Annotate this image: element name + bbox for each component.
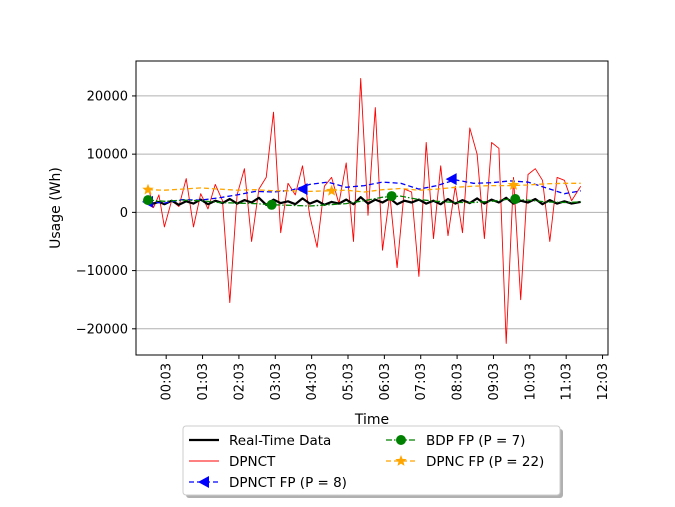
series-line: [147, 182, 581, 193]
x-tick-label: 04:03: [305, 363, 320, 400]
y-tick-label: 20000: [87, 89, 128, 104]
x-tick-label: 05:03: [342, 363, 357, 400]
axes-frame: [135, 60, 609, 356]
x-tick-label: 09:03: [487, 363, 502, 400]
series-line: [147, 78, 582, 344]
x-tick-label: 10:03: [523, 363, 538, 400]
x-tick-label: 11:03: [560, 363, 575, 400]
axes: [135, 60, 609, 356]
legend-label: DPNCT FP (P = 8): [229, 475, 347, 491]
series-line: [147, 196, 581, 206]
x-tick-label: 08:03: [451, 363, 466, 400]
series-marker: [507, 179, 520, 190]
legend-label: DPNC FP (P = 22): [426, 454, 544, 470]
y-tick-label: −10000: [76, 264, 128, 279]
legend-marker: [198, 476, 209, 488]
x-tick-label: 00:03: [160, 363, 175, 400]
x-tick-label: 01:03: [196, 363, 211, 400]
legend-label: BDP FP (P = 7): [426, 433, 525, 449]
legend-box: [182, 425, 561, 496]
x-axis-ticks: 00:03 01:03 02:03 03:03 04:03 05:03 06:03 07:03…: [160, 355, 611, 400]
series-marker: [445, 173, 457, 186]
series-marker: [296, 183, 308, 196]
y-axis-ticks: −20000 −10000 0 10000 20000: [76, 89, 136, 337]
x-tick-label: 03:03: [269, 363, 284, 400]
legend: Real-Time Data DPNCT DPNCT FP (P = 8) BDP F…: [182, 425, 563, 498]
series-line: [147, 195, 581, 207]
legend-label: Real-Time Data: [229, 433, 331, 449]
x-axis-label: Time: [354, 412, 389, 428]
y-tick-label: 10000: [87, 148, 128, 163]
series-marker: [510, 193, 521, 204]
series-line: [147, 179, 581, 204]
y-gridlines: [136, 95, 608, 330]
y-axis-label: Usage (Wh): [48, 167, 64, 249]
series-marker: [143, 195, 153, 206]
legend-marker: [396, 435, 406, 445]
x-tick-label: 06:03: [378, 363, 393, 400]
legend-marker: [395, 455, 407, 466]
series-marker: [325, 184, 338, 196]
x-tick-label: 02:03: [232, 363, 247, 400]
series-marker: [386, 191, 397, 202]
series-marker: [266, 199, 277, 210]
legend-label: DPNCT: [229, 454, 276, 470]
x-tick-label: 07:03: [414, 363, 429, 400]
y-tick-label: 0: [120, 206, 128, 221]
series-marker: [142, 183, 154, 195]
plot-area: [142, 78, 582, 344]
x-tick-label: 12:03: [596, 363, 611, 400]
y-tick-label: −20000: [76, 322, 128, 337]
